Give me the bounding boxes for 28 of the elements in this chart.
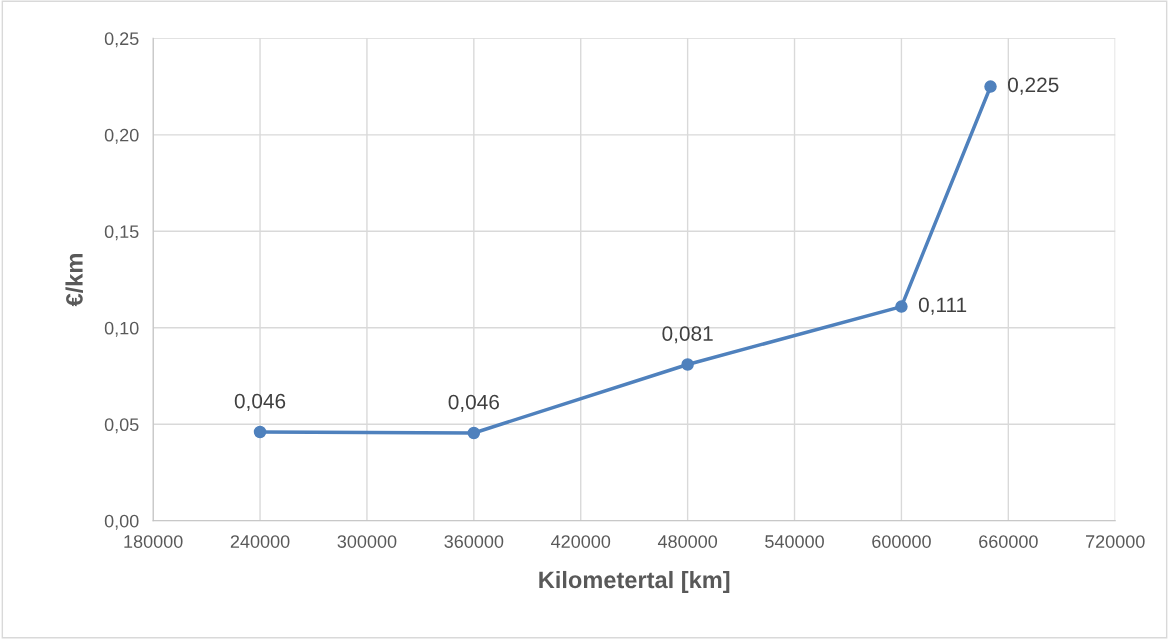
data-label: 0,111 <box>918 297 967 315</box>
y-tick-label: 0,25 <box>104 32 139 48</box>
x-tick-label: 540000 <box>765 535 824 548</box>
x-tick-label: 600000 <box>872 535 931 548</box>
data-label: 0,225 <box>1007 77 1059 95</box>
data-label: 0,046 <box>234 393 286 411</box>
y-tick-label: 0,00 <box>104 514 139 530</box>
y-tick-label: 0,15 <box>104 225 139 241</box>
data-label: 0,046 <box>448 394 499 412</box>
x-tick-label: 300000 <box>337 535 397 548</box>
point <box>984 80 997 93</box>
x-tick-label: 660000 <box>979 535 1038 548</box>
y-tick-label: 0,05 <box>104 418 139 434</box>
x-tick-label: 720000 <box>1086 535 1145 548</box>
x-tick-label: 480000 <box>657 535 718 548</box>
y-tick-label: 0,10 <box>104 321 139 337</box>
x-tick-label: 360000 <box>444 535 504 548</box>
x-tick-label: 420000 <box>551 535 611 548</box>
x-tick-label: 180000 <box>124 535 183 548</box>
x-tick-label: 240000 <box>230 535 290 548</box>
data-label: 0,081 <box>662 326 713 344</box>
point <box>895 300 908 313</box>
point <box>253 425 267 439</box>
point <box>467 426 481 440</box>
y-tick-label: 0,20 <box>104 128 139 144</box>
x-axis-title: Kilometertal [km] <box>539 570 730 593</box>
y-axis-title: €/km <box>65 254 84 307</box>
point <box>681 358 694 371</box>
